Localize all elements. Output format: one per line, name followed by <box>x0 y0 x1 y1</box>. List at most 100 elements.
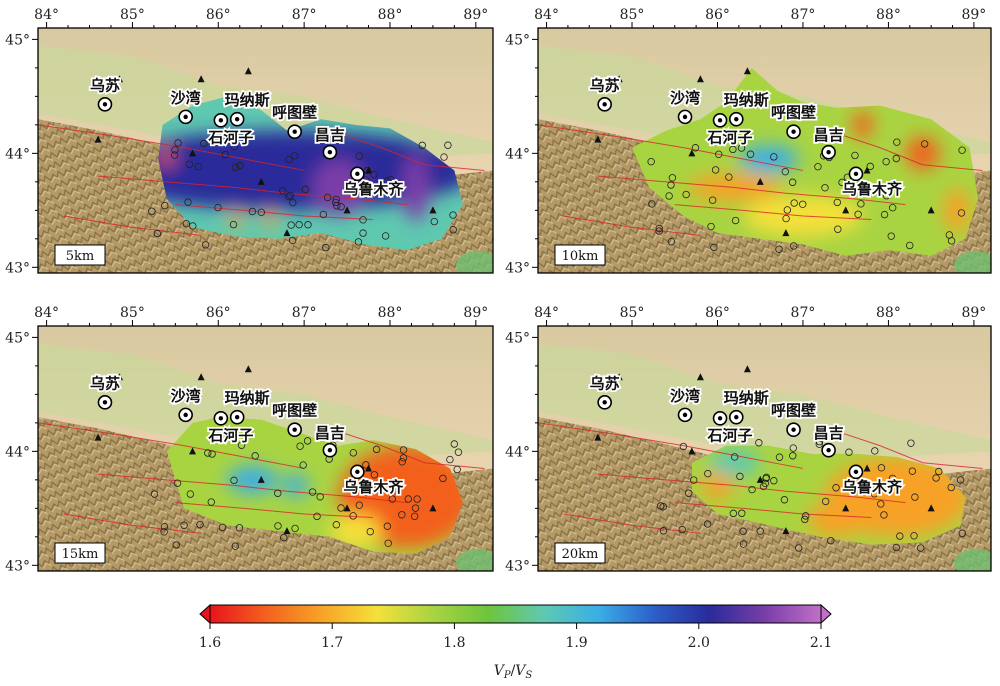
longitude-tick-label: 86° <box>206 7 231 23</box>
earthquake-marker <box>332 521 341 529</box>
earthquake-marker <box>945 231 954 239</box>
longitude-tick-label: 84° <box>534 305 559 321</box>
earthquake-marker <box>707 222 715 231</box>
earthquake-marker <box>821 497 830 506</box>
fault-line <box>538 124 804 171</box>
earthquake-marker <box>359 216 367 224</box>
earthquake-marker <box>355 152 364 160</box>
longitude-tick-label: 86° <box>206 305 231 321</box>
depth-label: 10km <box>554 244 606 266</box>
latitude-tick-label: 44° <box>5 146 30 162</box>
earthquake-marker <box>801 512 810 520</box>
fault-line <box>597 473 906 504</box>
earthquake-marker <box>882 157 890 166</box>
colorbar-gradient <box>209 604 822 624</box>
earthquake-marker <box>746 150 755 158</box>
earthquake-marker <box>388 495 397 503</box>
velocity-anomaly <box>943 187 970 234</box>
earthquake-marker <box>795 544 803 552</box>
earthquake-marker <box>399 454 408 462</box>
city-label: 乌苏 <box>90 76 120 94</box>
station-marker <box>594 135 602 143</box>
svg-text:15km: 15km <box>62 547 99 562</box>
depth-label: 20km <box>554 542 606 564</box>
longitude-tick-label: 89° <box>463 305 488 321</box>
earthquake-marker <box>172 541 181 549</box>
earthquake-marker <box>781 167 790 176</box>
earthquake-marker <box>237 441 246 449</box>
earthquake-marker <box>834 225 842 233</box>
colorbar-tick-label: 1.8 <box>443 635 465 651</box>
earthquake-marker <box>150 490 159 498</box>
earthquake-marker <box>789 452 797 460</box>
map-frame <box>537 27 992 274</box>
city-label: 石河子 <box>707 426 753 444</box>
city-label: 呼图壁 <box>272 402 317 420</box>
city-label: 玛纳斯 <box>225 389 270 407</box>
earthquake-marker <box>770 153 778 161</box>
fault-line <box>175 204 373 220</box>
earthquake-marker <box>815 440 823 448</box>
earthquake-marker <box>910 532 918 540</box>
vp-vs-model-region <box>158 96 463 251</box>
earthquake-marker <box>679 442 688 451</box>
station-marker <box>244 67 252 75</box>
earthquake-marker <box>290 152 299 160</box>
longitude-tick-label: 85° <box>120 7 145 23</box>
earthquake-marker <box>656 502 665 510</box>
earthquake-marker <box>173 479 182 487</box>
earthquake-marker <box>196 520 204 529</box>
station-marker <box>189 149 197 157</box>
earthquake-marker <box>444 141 452 149</box>
earthquake-marker <box>279 186 287 195</box>
earthquake-marker <box>907 439 915 447</box>
earthquake-marker <box>935 467 943 476</box>
earthquake-marker <box>148 207 156 215</box>
station-marker <box>842 206 850 214</box>
earthquake-marker <box>248 207 257 216</box>
fault-line <box>63 215 202 236</box>
earthquake-marker <box>285 192 293 201</box>
longitude-tick-label: 87° <box>791 7 816 23</box>
earthquake-marker <box>170 151 179 159</box>
earthquake-marker <box>383 522 392 530</box>
earthquake-marker <box>289 198 297 207</box>
station-marker <box>94 135 102 143</box>
station-marker <box>197 373 205 381</box>
city-label: 沙湾 <box>670 387 700 405</box>
earthquake-marker <box>230 476 238 485</box>
longitude-tick-label: 89° <box>961 305 986 321</box>
latitude-tick-label: 43° <box>505 260 530 276</box>
earthquake-marker <box>667 238 676 246</box>
svg-text:5km: 5km <box>66 249 94 264</box>
city-label: 呼图壁 <box>272 104 317 122</box>
city-label: 呼图壁 <box>771 104 816 122</box>
longitude-tick-label: 86° <box>705 305 730 321</box>
earthquake-marker <box>446 455 454 464</box>
station-marker <box>927 206 935 214</box>
earthquake-marker <box>331 198 340 207</box>
colorbar-tick-label: 2.1 <box>810 635 832 651</box>
colorbar-tick-label: 2.0 <box>688 635 710 651</box>
earthquake-marker <box>789 444 797 452</box>
earthquake-marker <box>454 448 463 456</box>
svg-text:10km: 10km <box>562 249 599 264</box>
earthquake-marker <box>200 139 208 148</box>
earthquake-marker <box>704 469 712 478</box>
longitude-tick-label: 89° <box>463 7 488 23</box>
longitude-tick-label: 84° <box>534 7 559 23</box>
earthquake-marker <box>308 488 317 496</box>
station-marker <box>756 177 764 185</box>
earthquake-marker <box>892 154 900 163</box>
earthquake-marker <box>736 472 744 481</box>
earthquake-marker <box>845 448 853 456</box>
earthquake-marker <box>291 524 299 533</box>
city-label: 沙湾 <box>670 89 700 107</box>
city-label: 乌苏 <box>590 76 620 94</box>
earthquake-marker <box>832 484 840 492</box>
colorbar-tick-label: 1.7 <box>321 635 343 651</box>
earthquake-marker <box>888 203 897 212</box>
